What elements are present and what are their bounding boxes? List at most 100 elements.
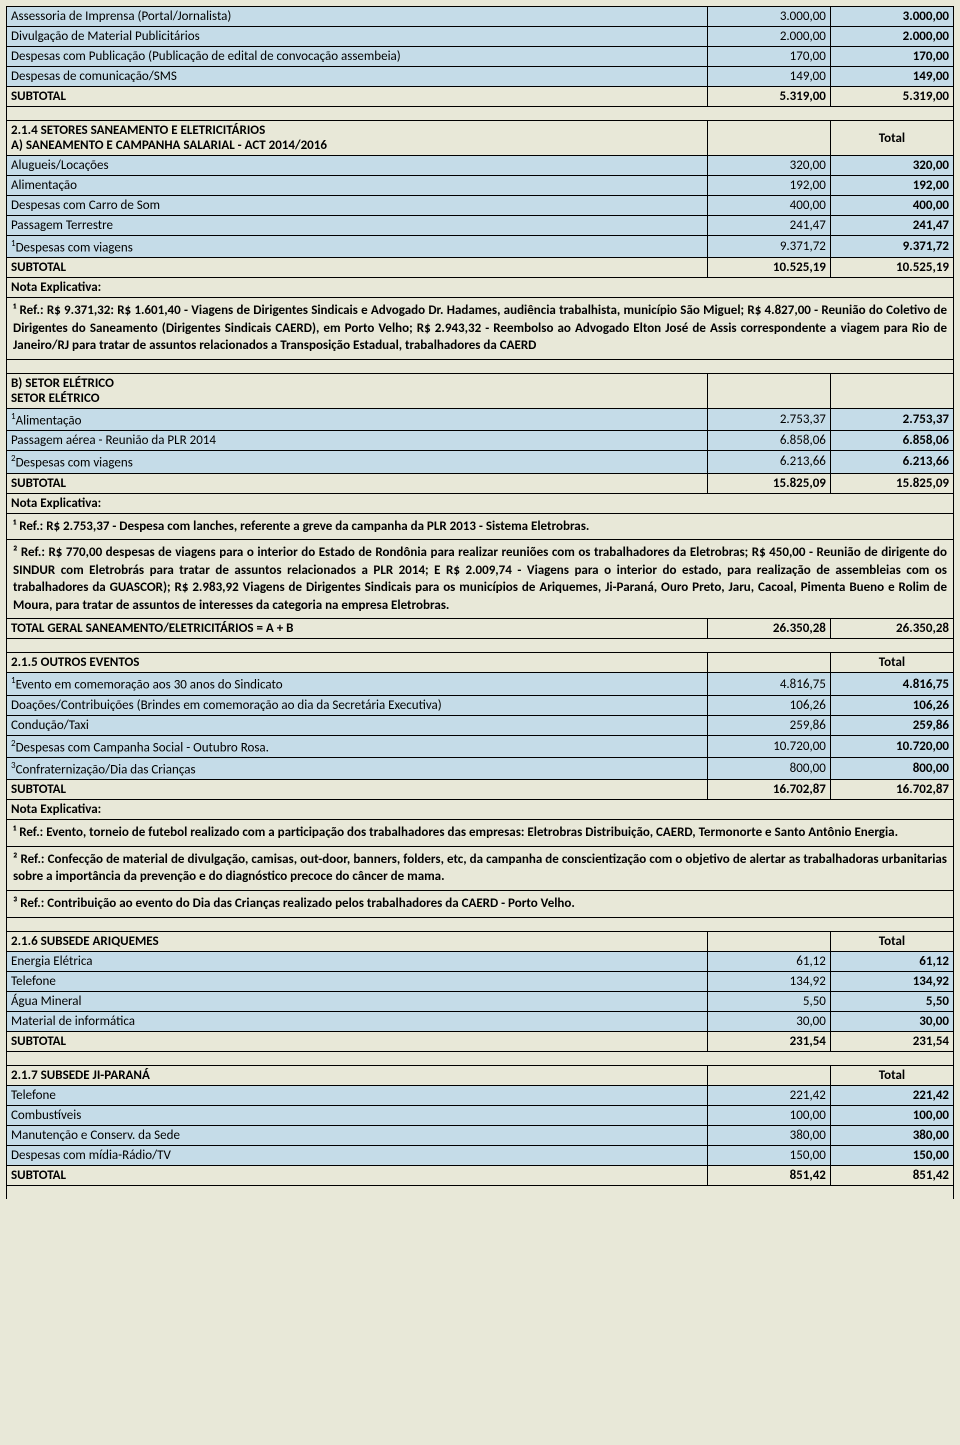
row-desc: 2Despesas com viagens: [7, 451, 708, 473]
row-v1: 259,86: [707, 715, 830, 735]
total-geral-label: TOTAL GERAL SANEAMENTO/ELETRICITÁRIOS = …: [7, 619, 708, 639]
row-desc: Despesas com Publicação (Publicação de e…: [7, 47, 708, 67]
section-b-subtitle: SETOR ELÉTRICO: [11, 391, 100, 406]
subtotal-v2: 16.702,87: [830, 780, 953, 800]
subtotal-row: SUBTOTAL 16.702,87 16.702,87: [7, 780, 954, 800]
row-desc: Condução/Taxi: [7, 715, 708, 735]
row-desc: 1Alimentação: [7, 408, 708, 430]
data-row: Material de informática30,0030,00: [7, 1011, 954, 1031]
subtotal-label: SUBTOTAL: [7, 780, 708, 800]
row-v2: 10.720,00: [830, 735, 953, 757]
row-v2: 3.000,00: [830, 7, 953, 27]
row-v2: 221,42: [830, 1085, 953, 1105]
row-desc: Telefone: [7, 971, 708, 991]
data-row: Combustíveis100,00100,00: [7, 1105, 954, 1125]
row-v2: 100,00: [830, 1105, 953, 1125]
subtotal-row: SUBTOTAL 231,54 231,54: [7, 1031, 954, 1051]
row-v2: 134,92: [830, 971, 953, 991]
row-desc: 1Evento em comemoração aos 30 anos do Si…: [7, 673, 708, 695]
row-v1: 10.720,00: [707, 735, 830, 757]
row-v1: 192,00: [707, 176, 830, 196]
row-v1: 100,00: [707, 1105, 830, 1125]
subtotal-v2: 15.825,09: [830, 473, 953, 493]
section-215-title: 2.1.5 OUTROS EVENTOS: [7, 653, 708, 673]
row-v1: 2.753,37: [707, 408, 830, 430]
subtotal-label: SUBTOTAL: [7, 473, 708, 493]
row-desc: Despesas de comunicação/SMS: [7, 67, 708, 87]
note-title-row: Nota Explicativa:: [7, 278, 954, 298]
data-row: 1Despesas com viagens9.371,729.371,72: [7, 236, 954, 258]
row-v2: 192,00: [830, 176, 953, 196]
section-217-header: 2.1.7 SUBSEDE JI-PARANÁ Total: [7, 1065, 954, 1085]
row-desc: Manutenção e Conserv. da Sede: [7, 1125, 708, 1145]
row-desc: Energia Elétrica: [7, 951, 708, 971]
row-desc: Passagem Terrestre: [7, 216, 708, 236]
note-text: ¹ Ref.: R$ 9.371,32: R$ 1.601,40 - Viage…: [7, 298, 954, 360]
total-label: Total: [830, 653, 953, 673]
subtotal-v2: 5.319,00: [830, 87, 953, 107]
row-v2: 6.858,06: [830, 431, 953, 451]
row-desc: 3Confraternização/Dia das Crianças: [7, 758, 708, 780]
subtotal-v2: 231,54: [830, 1031, 953, 1051]
data-row: Despesas com mídia-Rádio/TV150,00150,00: [7, 1145, 954, 1165]
row-desc: Doações/Contribuições (Brindes em comemo…: [7, 695, 708, 715]
row-v1: 221,42: [707, 1085, 830, 1105]
spacer-row: [7, 107, 954, 121]
spacer-row: [7, 359, 954, 373]
row-v1: 149,00: [707, 67, 830, 87]
row-v2: 2.000,00: [830, 27, 953, 47]
row-v1: 400,00: [707, 196, 830, 216]
row-v2: 5,50: [830, 991, 953, 1011]
subtotal-v2: 851,42: [830, 1165, 953, 1185]
row-v1: 3.000,00: [707, 7, 830, 27]
spacer-row: [7, 1185, 954, 1199]
data-row: 3Confraternização/Dia das Crianças800,00…: [7, 758, 954, 780]
data-row: 2Despesas com Campanha Social - Outubro …: [7, 735, 954, 757]
row-v1: 4.816,75: [707, 673, 830, 695]
note-row: ² Ref.: Confecção de material de divulga…: [7, 846, 954, 890]
row-v2: 150,00: [830, 1145, 953, 1165]
row-desc: 1Despesas com viagens: [7, 236, 708, 258]
row-desc: Alugueis/Locações: [7, 156, 708, 176]
section-214-title: 2.1.4 SETORES SANEAMENTO E ELETRICITÁRIO…: [11, 123, 265, 138]
data-row: Despesas de comunicação/SMS149,00149,00: [7, 67, 954, 87]
row-v1: 106,26: [707, 695, 830, 715]
subtotal-v1: 15.825,09: [707, 473, 830, 493]
subtotal-label: SUBTOTAL: [7, 1031, 708, 1051]
spacer-row: [7, 639, 954, 653]
row-v2: 149,00: [830, 67, 953, 87]
data-row: Passagem aérea - Reunião da PLR 2014 6.85…: [7, 431, 954, 451]
row-v1: 800,00: [707, 758, 830, 780]
section-214-subtitle: A) SANEAMENTO E CAMPANHA SALARIAL - ACT …: [11, 138, 327, 153]
data-row: Passagem Terrestre241,47241,47: [7, 216, 954, 236]
note-row: ¹ Ref.: R$ 9.371,32: R$ 1.601,40 - Viage…: [7, 298, 954, 360]
subtotal-v1: 5.319,00: [707, 87, 830, 107]
financial-report-table: Assessoria de Imprensa (Portal/Jornalist…: [6, 6, 954, 1199]
row-v1: 150,00: [707, 1145, 830, 1165]
row-desc: Combustíveis: [7, 1105, 708, 1125]
spacer-row: [7, 1051, 954, 1065]
data-row: Alimentação192,00192,00: [7, 176, 954, 196]
data-row: Assessoria de Imprensa (Portal/Jornalist…: [7, 7, 954, 27]
note-title-row: Nota Explicativa:: [7, 493, 954, 513]
note-row: ³ Ref.: Contribuição ao evento do Dia da…: [7, 890, 954, 917]
row-desc: Passagem aérea - Reunião da PLR 2014: [7, 431, 708, 451]
subtotal-v1: 231,54: [707, 1031, 830, 1051]
row-v1: 380,00: [707, 1125, 830, 1145]
total-label: Total: [830, 121, 953, 156]
total-geral-row: TOTAL GERAL SANEAMENTO/ELETRICITÁRIOS = …: [7, 619, 954, 639]
spacer-row: [7, 917, 954, 931]
row-v1: 170,00: [707, 47, 830, 67]
data-row: Despesas com Publicação (Publicação de e…: [7, 47, 954, 67]
note-row: ¹ Ref.: Evento, torneio de futebol reali…: [7, 820, 954, 847]
data-row: Alugueis/Locações320,00320,00: [7, 156, 954, 176]
row-v1: 5,50: [707, 991, 830, 1011]
subtotal-v1: 851,42: [707, 1165, 830, 1185]
data-row: 2Despesas com viagens6.213,666.213,66: [7, 451, 954, 473]
row-v2: 380,00: [830, 1125, 953, 1145]
subtotal-v1: 16.702,87: [707, 780, 830, 800]
row-v2: 61,12: [830, 951, 953, 971]
row-v2: 800,00: [830, 758, 953, 780]
row-v1: 241,47: [707, 216, 830, 236]
data-row: Telefone134,92134,92: [7, 971, 954, 991]
